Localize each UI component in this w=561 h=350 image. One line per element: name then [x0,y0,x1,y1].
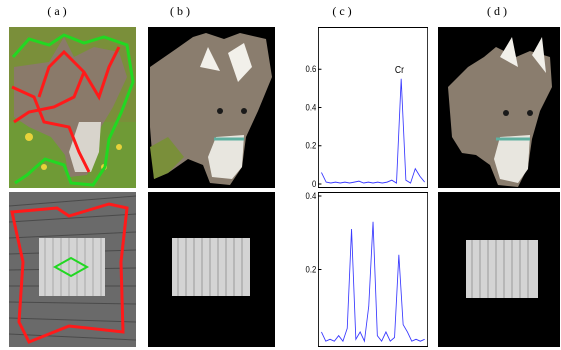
label-a: ( a ) [47,4,67,18]
chart-bottom-plot: 0.2 0.4 [306,192,428,347]
panel-a-bottom-brick-strokes [9,192,136,347]
label-d: ( d ) [487,4,507,18]
series-line [321,78,425,184]
plot-frame [318,192,428,347]
label-c: ( c ) [332,4,352,18]
panel-b-bottom-segmented-texture [148,192,275,347]
panel-d-top-final-donkey [438,27,560,188]
y-tick-label: 0 [312,178,317,188]
y-tick-label: 0.4 [306,102,317,113]
panel-b-top-segmented-donkey [148,27,275,188]
series-line [321,221,425,343]
y-tick-label: 0.2 [306,140,317,151]
panel-a-top-donkey-strokes [9,27,136,188]
y-tick-label: 0.4 [306,192,317,201]
label-b: ( b ) [170,4,190,18]
chart-top: 0 0.2 0.4 0.6 Cr [306,27,428,188]
plot-frame [318,27,428,188]
annotation-label: Cr [395,64,404,75]
chart-top-plot: 0 0.2 0.4 0.6 Cr [306,27,428,188]
y-tick-label: 0.2 [306,264,317,275]
y-tick-label: 0.6 [306,64,317,75]
panel-d-bottom-final-texture [438,192,560,347]
chart-bottom: 0.2 0.4 [306,192,428,347]
